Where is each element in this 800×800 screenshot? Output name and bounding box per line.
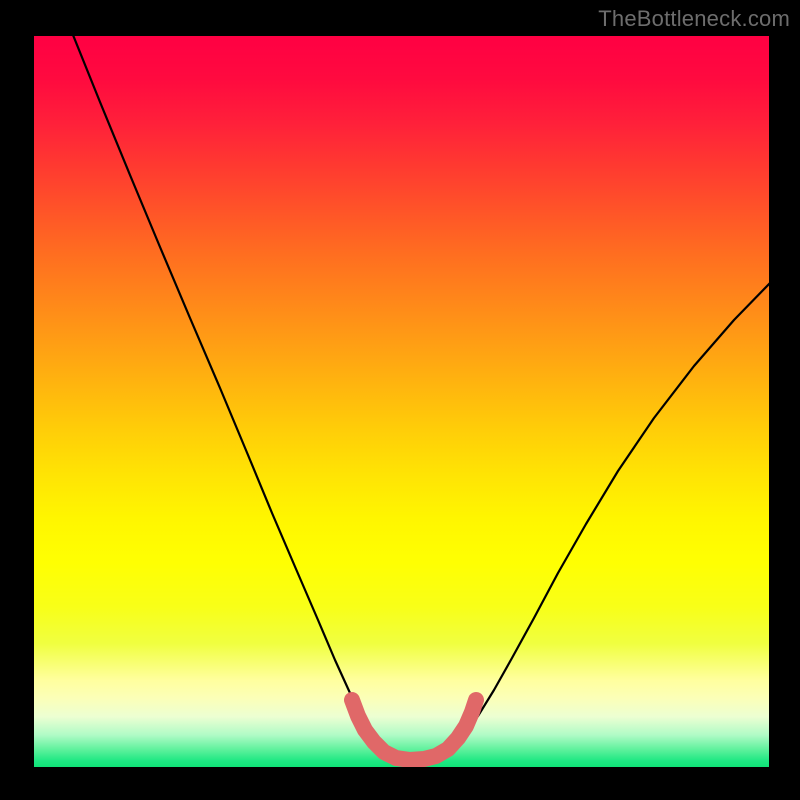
bottleneck-curve-chart	[0, 0, 800, 800]
plot-area	[33, 35, 770, 768]
gradient-background	[33, 35, 770, 768]
chart-container: TheBottleneck.com	[0, 0, 800, 800]
